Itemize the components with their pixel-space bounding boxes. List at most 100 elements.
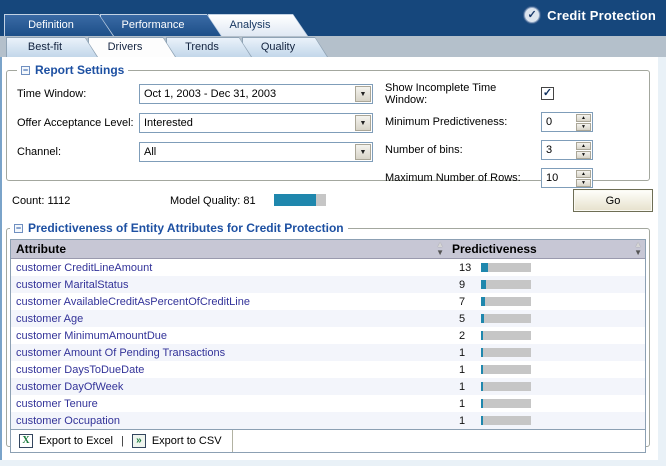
dropdown-arrow-icon[interactable]: ▼ [355, 114, 371, 131]
attribute-link[interactable]: customer Amount Of Pending Transactions [16, 346, 226, 359]
predictiveness-cell: 1 [447, 415, 645, 427]
attribute-column-header[interactable]: Attribute ▲ ▼ [16, 240, 444, 257]
dropdown-arrow-icon[interactable]: ▼ [355, 85, 371, 102]
attribute-link[interactable]: customer Occupation [16, 414, 120, 427]
predictiveness-bar [481, 263, 531, 272]
time-window-label: Time Window: [17, 87, 87, 100]
model-quality-bar [274, 194, 326, 206]
spin-down-button[interactable]: ▼ [576, 178, 591, 187]
content-pane: − Report Settings Time Window: Oct 1, 200… [0, 57, 658, 460]
attribute-link[interactable]: customer CreditLineAmount [16, 261, 153, 274]
predictiveness-column-header[interactable]: Predictiveness ▲ ▼ [452, 240, 642, 257]
table-row: customer DayOfWeek 1 [11, 378, 645, 395]
offer-acceptance-level-select[interactable]: Interested ▼ [139, 112, 373, 133]
brand-area: ✓ Credit Protection [524, 7, 656, 23]
predictiveness-bar [481, 314, 531, 323]
predictiveness-cell: 5 [447, 313, 645, 325]
maximum-number-of-rows-spinner[interactable]: 10 ▲ ▼ [541, 167, 593, 188]
model-quality-bar-fill [274, 194, 316, 206]
tab-definition[interactable]: Definition [4, 14, 114, 36]
spin-up-button[interactable]: ▲ [576, 141, 591, 150]
attribute-link[interactable]: customer MaritalStatus [16, 278, 129, 291]
tab-performance[interactable]: Performance [100, 14, 222, 36]
predictiveness-bar-fill [481, 399, 483, 408]
report-settings-legend: − Report Settings [17, 63, 128, 77]
predictiveness-bar-fill [481, 297, 485, 306]
table-row: customer AvailableCreditAsPercentOfCredi… [11, 293, 645, 310]
spin-up-button[interactable]: ▲ [576, 169, 591, 178]
tab-label: Best-fit [27, 41, 63, 53]
attribute-link[interactable]: customer AvailableCreditAsPercentOfCredi… [16, 295, 250, 308]
predictiveness-value: 13 [459, 261, 472, 274]
tab-drivers[interactable]: Drivers [88, 37, 176, 57]
predictiveness-value: 1 [459, 363, 466, 376]
predictiveness-bar [481, 365, 531, 374]
predictiveness-cell: 1 [447, 398, 645, 410]
collapse-minus-icon[interactable]: − [14, 222, 23, 233]
tab-best-fit[interactable]: Best-fit [6, 37, 98, 57]
form-row: Channel: All ▼ [17, 141, 373, 162]
status-row: Count: 1112 Model Quality: 81 Go [2, 189, 658, 217]
table-body: customer CreditLineAmount 13 customer Mari… [11, 259, 645, 429]
predictiveness-cell: 9 [447, 279, 645, 291]
csv-icon: » [131, 434, 146, 448]
predictiveness-value: 7 [459, 295, 466, 308]
count-value: 1112 [47, 195, 71, 207]
go-button[interactable]: Go [573, 189, 653, 212]
minimum-predictiveness-spinner[interactable]: 0 ▲ ▼ [541, 111, 593, 132]
spin-down-button[interactable]: ▼ [576, 122, 591, 131]
tab-label: Analysis [229, 19, 271, 31]
tab-label: Trends [185, 41, 219, 53]
tab-label: Definition [28, 19, 74, 31]
spinner-value: 3 [546, 143, 553, 156]
export-to-excel-button[interactable]: Export to Excel [39, 435, 113, 447]
predictiveness-bar [481, 399, 531, 408]
predictiveness-bar [481, 348, 531, 357]
tab-analysis[interactable]: Analysis [208, 14, 308, 36]
sub-tab-bar: Best-fit Drivers Trends Quality [6, 37, 318, 57]
predictiveness-section: − Predictiveness of Entity Attributes fo… [6, 221, 650, 453]
predictiveness-title: Predictiveness of Entity Attributes for … [28, 221, 344, 235]
predictiveness-bar [481, 280, 531, 289]
predictiveness-cell: 1 [447, 347, 645, 359]
report-settings-title: Report Settings [35, 63, 125, 77]
predictiveness-value: 9 [459, 278, 466, 291]
main-tab-bar: Definition Performance Analysis [4, 14, 294, 36]
sort-icon[interactable]: ▲ ▼ [634, 240, 642, 257]
tab-quality[interactable]: Quality [242, 37, 328, 57]
attribute-link[interactable]: customer MinimumAmountDue [16, 329, 167, 342]
predictiveness-value: 1 [459, 414, 466, 427]
attribute-link[interactable]: customer Age [16, 312, 84, 325]
attribute-link[interactable]: customer Tenure [16, 397, 98, 410]
selected-value: Interested [144, 116, 193, 129]
number-of-bins-spinner[interactable]: 3 ▲ ▼ [541, 139, 593, 160]
channel-select[interactable]: All ▼ [139, 141, 373, 162]
table-header-row: Attribute ▲ ▼ Predictiveness ▲ ▼ [11, 240, 645, 259]
predictiveness-value: 1 [459, 397, 466, 410]
sort-icon[interactable]: ▲ ▼ [436, 240, 444, 257]
spin-down-button[interactable]: ▼ [576, 150, 591, 159]
predictiveness-bar-fill [481, 348, 483, 357]
page-right-margin [658, 57, 666, 460]
tab-label: Quality [260, 41, 296, 53]
show-incomplete-checkbox[interactable]: ✓ [541, 87, 554, 100]
attribute-link[interactable]: customer DayOfWeek [16, 380, 124, 393]
maximum-number-of-rows-label: Maximum Number of Rows: [385, 171, 521, 184]
tab-trends[interactable]: Trends [166, 37, 252, 57]
predictiveness-cell: 7 [447, 296, 645, 308]
check-circle-icon: ✓ [524, 7, 541, 23]
predictiveness-cell: 1 [447, 381, 645, 393]
attribute-link[interactable]: customer DaysToDueDate [16, 363, 145, 376]
export-to-csv-button[interactable]: Export to CSV [151, 435, 222, 447]
tab-label: Drivers [107, 41, 143, 53]
offer-acceptance-level-label: Offer Acceptance Level: [17, 116, 134, 129]
channel-label: Channel: [17, 145, 62, 158]
selected-value: All [144, 145, 157, 158]
predictiveness-table: Attribute ▲ ▼ Predictiveness ▲ ▼ customer … [10, 239, 646, 453]
collapse-minus-icon[interactable]: − [21, 64, 30, 75]
spin-up-button[interactable]: ▲ [576, 113, 591, 122]
time-window-select[interactable]: Oct 1, 2003 - Dec 31, 2003 ▼ [139, 83, 373, 104]
predictiveness-cell: 13 [447, 262, 645, 274]
dropdown-arrow-icon[interactable]: ▼ [355, 143, 371, 160]
